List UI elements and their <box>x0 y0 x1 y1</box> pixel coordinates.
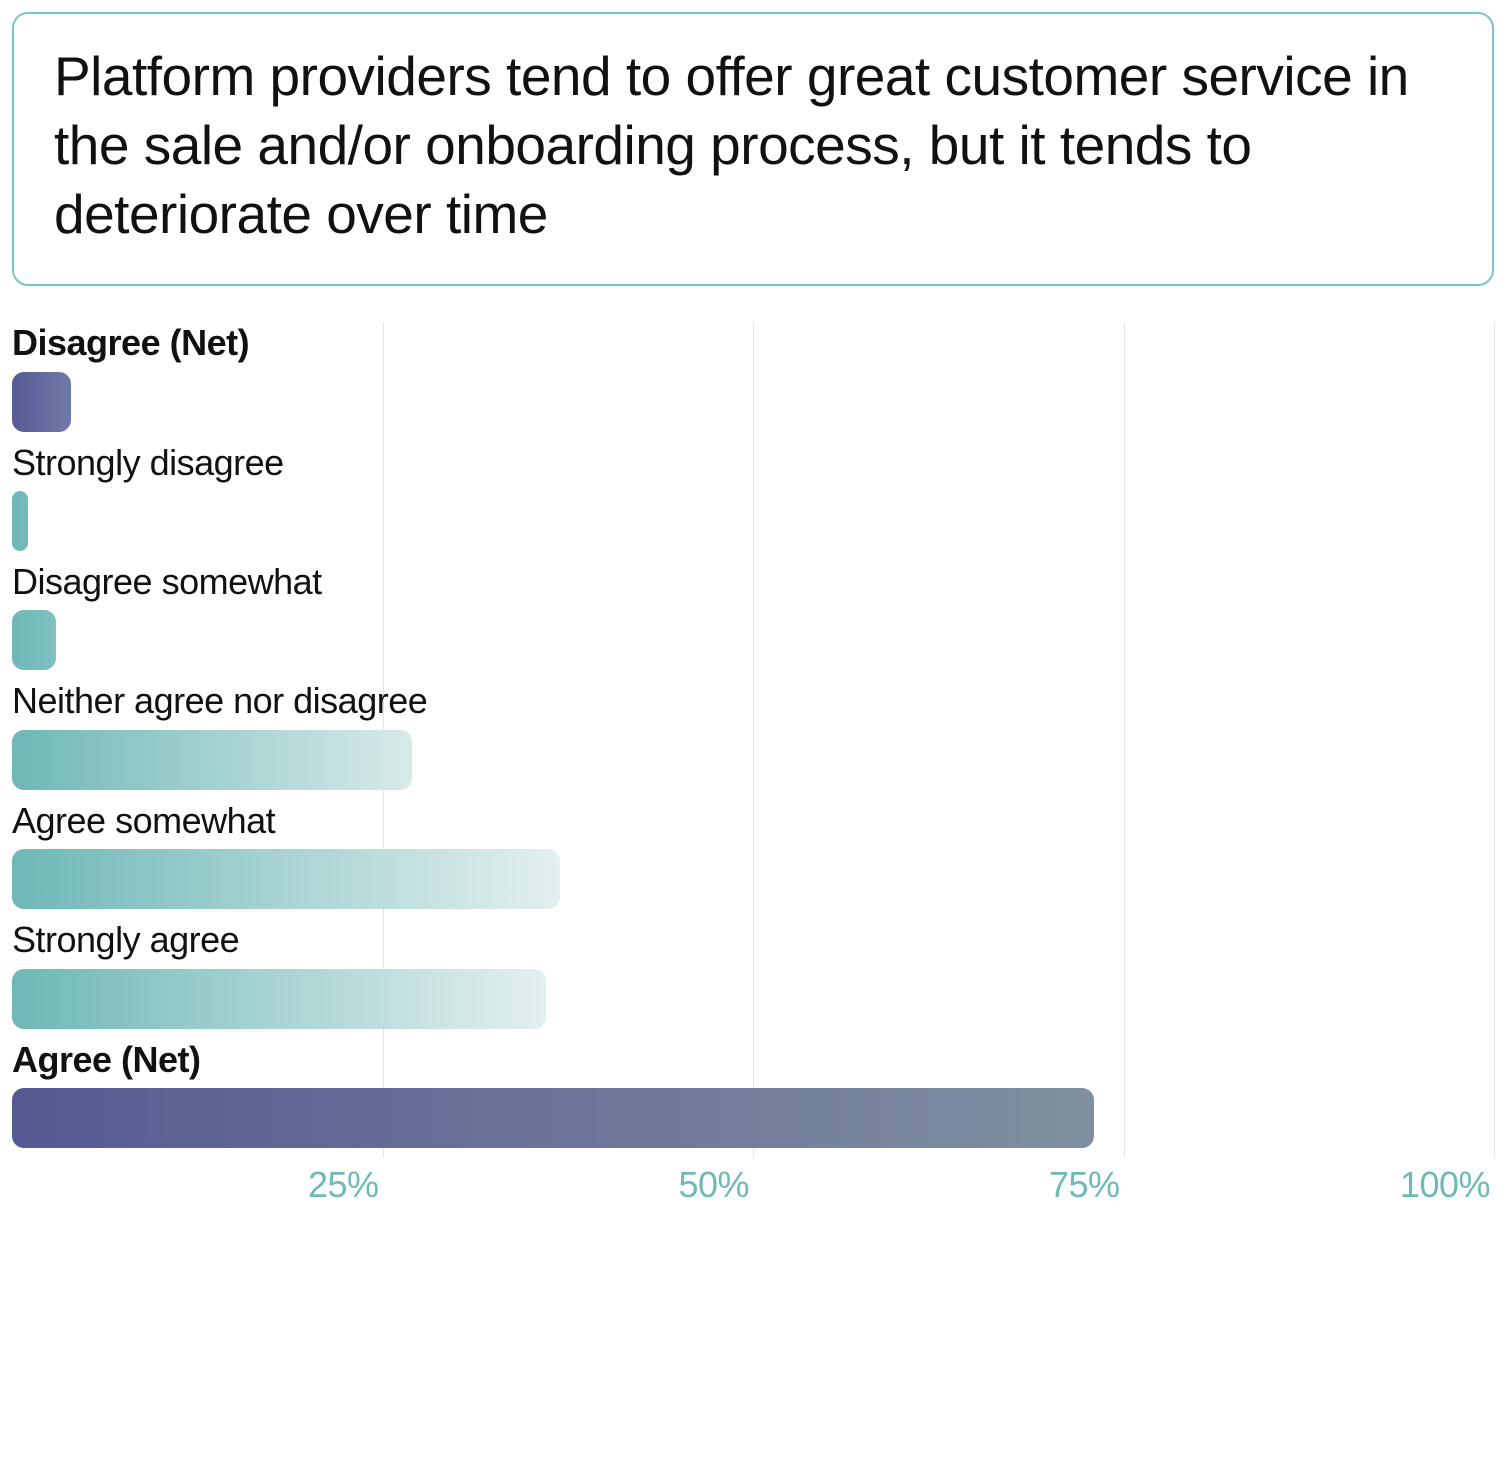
x-axis-tick-label: 100% <box>1400 1164 1494 1206</box>
bar-label: Strongly agree <box>12 919 1494 960</box>
chart-container: Platform providers tend to offer great c… <box>0 0 1506 1460</box>
bar-track <box>12 1088 1494 1148</box>
bar-row: Disagree (Net) <box>12 322 1494 431</box>
x-axis-tick-label: 25% <box>308 1164 383 1206</box>
bar <box>12 491 28 551</box>
bar-label: Disagree (Net) <box>12 322 1494 363</box>
x-axis-tick-label: 50% <box>678 1164 753 1206</box>
chart-plot-area: Disagree (Net) Strongly disagree Disagree … <box>12 322 1494 1208</box>
bar-label: Neither agree nor disagree <box>12 680 1494 721</box>
bar-label: Agree somewhat <box>12 800 1494 841</box>
bar <box>12 610 56 670</box>
bar <box>12 730 412 790</box>
bar-label: Agree (Net) <box>12 1039 1494 1080</box>
bar-row: Strongly agree <box>12 919 1494 1028</box>
x-axis-tick-label: 75% <box>1049 1164 1124 1206</box>
bar-row: Disagree somewhat <box>12 561 1494 670</box>
bar <box>12 969 546 1029</box>
bar-row: Neither agree nor disagree <box>12 680 1494 789</box>
bar-label: Disagree somewhat <box>12 561 1494 602</box>
chart-bars: Disagree (Net) Strongly disagree Disagree … <box>12 322 1494 1148</box>
bar-row: Strongly disagree <box>12 442 1494 551</box>
bar-track <box>12 969 1494 1029</box>
chart-title-box: Platform providers tend to offer great c… <box>12 12 1494 286</box>
bar-label: Strongly disagree <box>12 442 1494 483</box>
bar-track <box>12 372 1494 432</box>
gridline <box>1494 322 1495 1158</box>
bar-track <box>12 849 1494 909</box>
bar-track <box>12 610 1494 670</box>
bar-row: Agree somewhat <box>12 800 1494 909</box>
bar <box>12 849 560 909</box>
chart-x-axis-labels: 25% 50% 75% 100% <box>12 1158 1494 1208</box>
bar-row: Agree (Net) <box>12 1039 1494 1148</box>
chart-title: Platform providers tend to offer great c… <box>54 42 1452 248</box>
bar <box>12 372 71 432</box>
bar-track <box>12 730 1494 790</box>
bar <box>12 1088 1094 1148</box>
bar-track <box>12 491 1494 551</box>
